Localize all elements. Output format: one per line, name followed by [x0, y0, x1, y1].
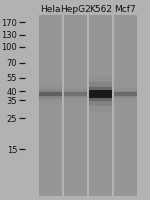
- Bar: [114, 86, 137, 102]
- Bar: [39, 92, 62, 97]
- Bar: [64, 91, 87, 98]
- Text: Hela: Hela: [40, 5, 60, 14]
- Bar: [114, 92, 137, 96]
- Text: 35: 35: [7, 96, 17, 105]
- Bar: [114, 91, 137, 98]
- Bar: [88, 90, 112, 98]
- Text: HepG2: HepG2: [60, 5, 91, 14]
- Bar: [88, 82, 112, 106]
- Text: 70: 70: [7, 59, 17, 68]
- Bar: [64, 16, 87, 196]
- Text: 25: 25: [7, 114, 17, 123]
- Bar: [64, 89, 87, 100]
- Text: 40: 40: [7, 87, 17, 96]
- Bar: [114, 89, 137, 100]
- Bar: [114, 16, 137, 196]
- Bar: [39, 84, 62, 104]
- Text: Mcf7: Mcf7: [114, 5, 136, 14]
- Text: 55: 55: [7, 74, 17, 83]
- Text: 100: 100: [2, 43, 17, 52]
- Text: K562: K562: [89, 5, 112, 14]
- Text: 130: 130: [1, 31, 17, 40]
- Bar: [39, 88, 62, 101]
- Bar: [39, 16, 62, 196]
- Bar: [39, 90, 62, 98]
- Bar: [88, 87, 112, 102]
- Bar: [64, 86, 87, 102]
- Bar: [64, 92, 87, 96]
- Bar: [88, 16, 112, 196]
- Text: 170: 170: [1, 19, 17, 27]
- Text: 15: 15: [7, 145, 17, 154]
- Bar: [88, 76, 112, 112]
